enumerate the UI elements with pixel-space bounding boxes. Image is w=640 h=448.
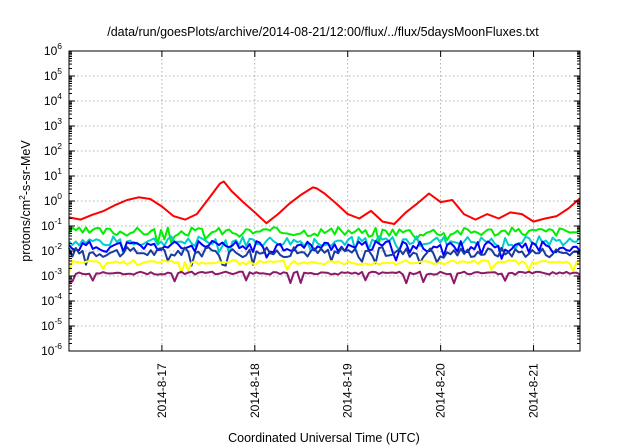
x-tick-label: 2014-8-17 [155, 363, 169, 418]
series-line-5 [68, 246, 581, 267]
grid [69, 51, 580, 351]
x-tick-label: 2014-8-21 [527, 363, 541, 418]
chart-title: /data/run/goesPlots/archive/2014-08-21/1… [107, 25, 539, 39]
y-tick-label: 10-1 [41, 216, 62, 233]
y-tick-label: 10-5 [41, 316, 62, 333]
y-tick-label: 10-4 [41, 291, 62, 308]
y-tick-label: 105 [44, 66, 62, 83]
x-axis-label: Coordinated Universal Time (UTC) [228, 431, 420, 445]
x-axis-ticks: 2014-8-17 2014-8-18 2014-8-19 2014-8-20 2014… [155, 51, 541, 418]
y-tick-label: 102 [44, 141, 62, 158]
y-axis-ticks: 10-6 10-5 10-4 10-3 10-2 10-1 100 101 102 103 104 1… [41, 41, 580, 358]
series-group [68, 180, 581, 285]
series-line-6 [68, 259, 581, 275]
series-line-4 [68, 239, 581, 262]
y-axis-label: protons/cm2-s-sr-MeV [17, 140, 33, 262]
x-tick-label: 2014-8-18 [248, 363, 262, 418]
y-tick-label: 104 [44, 91, 62, 108]
y-tick-label: 10-6 [41, 341, 62, 358]
y-tick-label: 101 [44, 166, 62, 183]
series-line-3 [68, 235, 581, 255]
y-tick-label: 103 [44, 116, 62, 133]
y-tick-label: 106 [44, 41, 62, 58]
y-tick-label: 10-3 [41, 266, 62, 283]
x-tick-label: 2014-8-19 [341, 363, 355, 418]
series-line-1 [68, 180, 581, 225]
y-tick-label: 10-2 [41, 241, 62, 258]
y-tick-label: 100 [44, 191, 62, 208]
series-line-2 [68, 226, 581, 245]
x-tick-label: 2014-8-20 [434, 363, 448, 418]
series-line-7 [68, 270, 581, 285]
